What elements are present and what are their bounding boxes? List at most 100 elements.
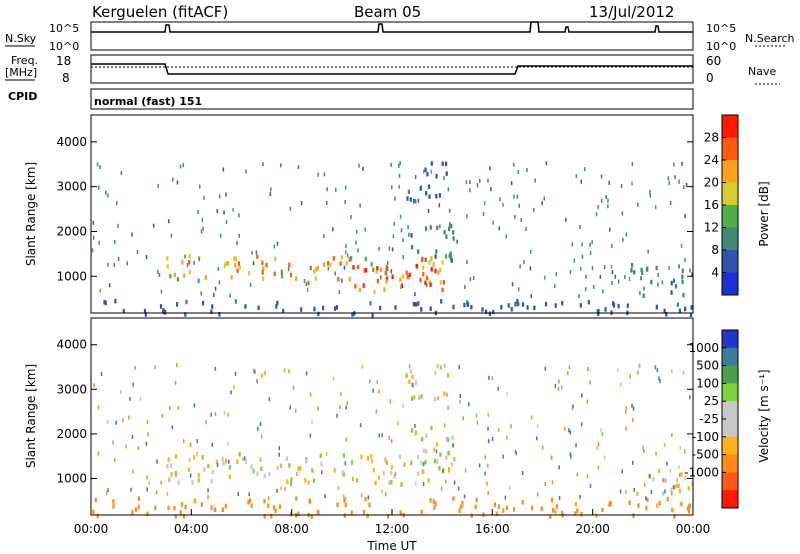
power-cell [533, 305, 536, 311]
power-cell [261, 270, 264, 275]
power-echo [639, 291, 641, 296]
velocity-cell [174, 471, 177, 476]
velocity-echo [325, 451, 328, 456]
power-echo [343, 265, 346, 270]
velocity-cell [364, 496, 367, 502]
power-echo [602, 289, 604, 294]
velocity-echo [638, 364, 640, 369]
velocity-echo [147, 432, 149, 437]
cpid-panel: CPID normal (fast) 151 [8, 88, 694, 110]
power-cell [363, 268, 366, 273]
velocity-cell [459, 504, 462, 509]
power-echo [584, 167, 586, 172]
velocity-echo [544, 366, 547, 371]
velocity-echo [664, 489, 666, 494]
power-colorbar: 28 24 20 16 12 8 4 Power [dB] [704, 114, 771, 296]
velocity-echo [146, 487, 148, 492]
velocity-echo [193, 403, 196, 408]
power-echo [631, 162, 634, 167]
power-echo [262, 162, 264, 167]
velocity-echo [112, 440, 114, 445]
velocity-cell [680, 472, 683, 477]
power-cell [289, 272, 292, 278]
velocity-cell [210, 505, 213, 510]
power-echo [519, 264, 521, 269]
power-cell [103, 299, 106, 305]
velocity-echo [447, 405, 449, 410]
power-echo [99, 165, 101, 170]
power-echo [334, 271, 336, 276]
power-echo [689, 268, 691, 273]
power-cell [424, 280, 427, 286]
power-cell [630, 268, 633, 273]
velocity-echo [446, 392, 448, 397]
power-cell [122, 308, 125, 314]
power-region [103, 298, 693, 318]
velocity-cell [461, 500, 464, 506]
velocity-echo [139, 396, 142, 401]
velocity-echo [689, 395, 691, 400]
power-cell [424, 167, 427, 172]
velocity-echo [344, 461, 347, 466]
velocity-echo [261, 373, 263, 378]
velocity-cell [267, 503, 270, 509]
power-echo [680, 244, 683, 248]
velocity-cell [350, 460, 354, 465]
power-echo [414, 199, 416, 204]
power-cell [211, 304, 214, 309]
power-echo [213, 293, 215, 297]
power-echo [387, 261, 389, 265]
velocity-cell [420, 394, 423, 399]
noise-left-tick-top: 10^5 [49, 22, 79, 35]
velocity-echo [268, 397, 271, 402]
power-echo [358, 163, 360, 168]
power-echo [589, 242, 591, 247]
velocity-echo [161, 413, 164, 418]
velocity-cell [656, 503, 659, 508]
power-cell [143, 308, 147, 314]
velocity-cell [505, 505, 509, 511]
velocity-cell [263, 514, 266, 519]
velocity-echo [107, 420, 109, 424]
colorbar-swatch [722, 227, 738, 251]
power-cell [438, 193, 441, 198]
y-tick-label: 3000 [56, 180, 87, 194]
power-echo [605, 195, 607, 199]
colorbar-swatch [722, 454, 738, 473]
velocity-colorbar: 1000 500 100 25 -25 -100 -500 -1000 Velocity [m… [684, 329, 771, 509]
velocity-echo [530, 415, 533, 420]
velocity-echo [506, 435, 508, 440]
power-cell [335, 305, 339, 310]
velocity-region [405, 363, 450, 402]
power-echo [222, 167, 225, 172]
power-echo [580, 266, 582, 271]
power-echo [513, 162, 515, 167]
velocity-echo [337, 486, 340, 490]
velocity-echo [458, 365, 460, 369]
power-cell [439, 267, 442, 273]
power-echo [380, 275, 382, 280]
power-cell [173, 272, 176, 278]
power-echo [214, 286, 217, 291]
velocity-cell [356, 477, 359, 483]
power-echo [423, 169, 425, 174]
power-cell [467, 302, 470, 307]
power-echo [303, 278, 306, 283]
velocity-cell [297, 511, 300, 517]
power-echo [599, 274, 602, 279]
colorbar-swatch [722, 401, 738, 420]
power-cell [432, 262, 435, 267]
power-echo [300, 201, 303, 206]
power-echo [238, 213, 240, 218]
power-cell [202, 301, 205, 306]
velocity-cell [370, 454, 373, 459]
velocity-echo [560, 385, 563, 390]
power-cell [315, 267, 318, 272]
velocity-echo [317, 406, 319, 411]
velocity-cell [343, 497, 346, 502]
velocity-cell [443, 363, 446, 369]
velocity-echo [93, 383, 95, 388]
velocity-cell [609, 500, 612, 506]
velocity-cell [474, 504, 477, 510]
velocity-echo [621, 469, 623, 474]
